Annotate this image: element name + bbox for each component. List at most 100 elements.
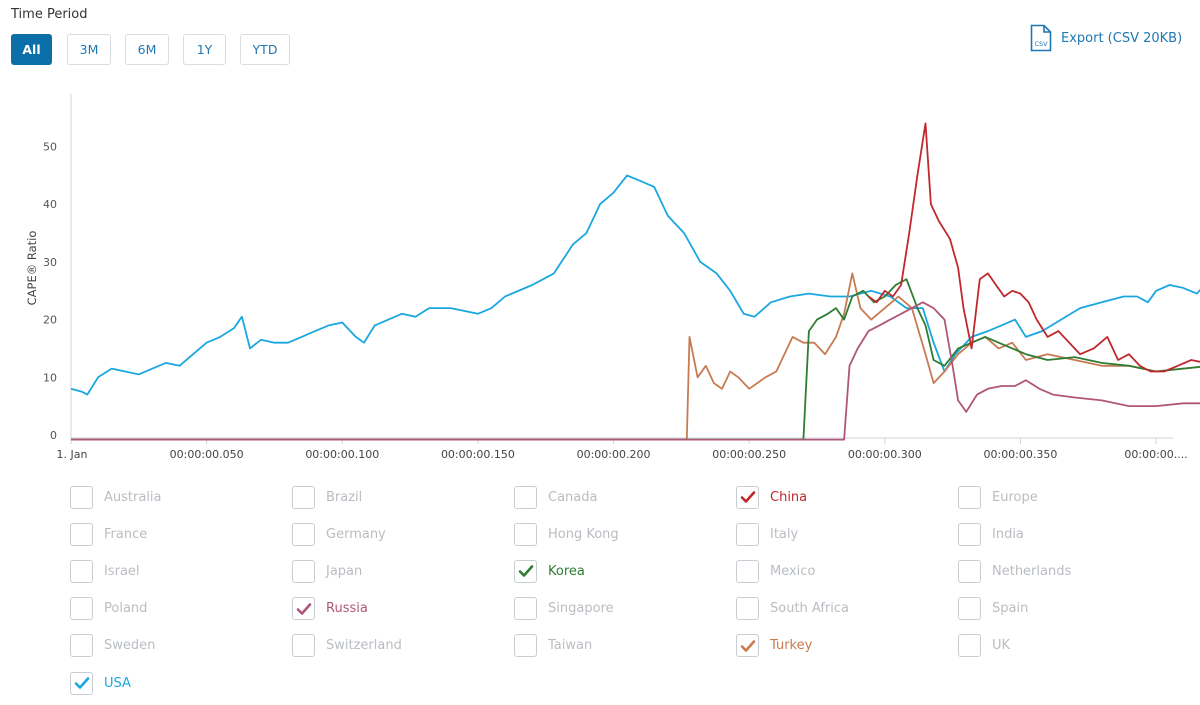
- country-label: Europe: [992, 489, 1038, 505]
- country-checkbox-singapore[interactable]: Singapore: [514, 597, 614, 621]
- country-label: Taiwan: [548, 638, 593, 654]
- checkbox[interactable]: [958, 597, 981, 621]
- country-checkbox-india[interactable]: India: [958, 522, 1024, 546]
- country-label: Singapore: [548, 601, 614, 617]
- checkbox[interactable]: [292, 597, 315, 621]
- checkbox[interactable]: [958, 634, 981, 658]
- country-checkbox-australia[interactable]: Australia: [70, 485, 162, 509]
- country-label: China: [770, 489, 808, 505]
- x-tick-label: 00:00:00....: [1124, 448, 1187, 461]
- y-tick-label: 20: [43, 314, 57, 327]
- country-checkbox-japan[interactable]: Japan: [292, 559, 362, 583]
- checkbox[interactable]: [736, 634, 759, 658]
- cape-ratio-chart: 0 10 20 30 40 50 CAPE® Ratio 1. Jan 00:00:00.050…: [25, 94, 1200, 461]
- checkbox[interactable]: [70, 634, 93, 658]
- country-checkbox-china[interactable]: China: [736, 485, 807, 509]
- export-label: Export (CSV 20KB): [1061, 30, 1183, 46]
- country-label: Korea: [548, 563, 585, 579]
- period-button-1y[interactable]: 1Y: [183, 34, 226, 65]
- checkbox[interactable]: [736, 597, 759, 621]
- country-checkbox-switzerland[interactable]: Switzerland: [292, 634, 402, 658]
- y-axis-title: CAPE® Ratio: [25, 231, 39, 306]
- checkbox[interactable]: [736, 522, 759, 546]
- country-label: USA: [104, 675, 131, 691]
- country-label: Sweden: [104, 638, 156, 654]
- country-checkbox-spain[interactable]: Spain: [958, 597, 1028, 621]
- checkbox[interactable]: [958, 559, 981, 583]
- checkbox[interactable]: [514, 485, 537, 509]
- period-button-all[interactable]: All: [11, 34, 52, 65]
- country-label: Italy: [770, 526, 799, 542]
- country-label: Canada: [548, 489, 598, 505]
- country-checkbox-russia[interactable]: Russia: [292, 597, 368, 621]
- checkbox[interactable]: [70, 522, 93, 546]
- checkbox[interactable]: [736, 485, 759, 509]
- country-checkbox-poland[interactable]: Poland: [70, 597, 147, 621]
- checkbox[interactable]: [70, 597, 93, 621]
- x-tick-label: 00:00:00.050: [170, 448, 244, 461]
- checkbox[interactable]: [70, 671, 93, 695]
- country-label: Australia: [104, 489, 162, 505]
- country-label: India: [992, 526, 1024, 542]
- checkmark-icon: [740, 639, 755, 652]
- checkbox[interactable]: [958, 485, 981, 509]
- csv-icon-text: CSV: [1034, 40, 1048, 48]
- checkbox[interactable]: [292, 559, 315, 583]
- country-checkbox-europe[interactable]: Europe: [958, 485, 1038, 509]
- country-label: Russia: [326, 601, 368, 617]
- checkbox[interactable]: [292, 634, 315, 658]
- country-checkbox-korea[interactable]: Korea: [514, 559, 585, 583]
- country-checkbox-germany[interactable]: Germany: [292, 522, 386, 546]
- country-checkbox-usa[interactable]: USA: [70, 671, 131, 695]
- country-label: South Africa: [770, 601, 849, 617]
- country-label: UK: [992, 638, 1011, 654]
- country-checkbox-france[interactable]: France: [70, 522, 147, 546]
- country-checkbox-hong-kong[interactable]: Hong Kong: [514, 522, 619, 546]
- checkbox[interactable]: [514, 559, 537, 583]
- country-checkbox-turkey[interactable]: Turkey: [736, 634, 812, 658]
- country-checkbox-canada[interactable]: Canada: [514, 485, 597, 509]
- x-tick-label: 1. Jan: [57, 448, 88, 461]
- country-label: France: [104, 526, 148, 542]
- checkbox[interactable]: [292, 485, 315, 509]
- checkbox[interactable]: [736, 559, 759, 583]
- series-line-korea: [71, 278, 1200, 441]
- checkbox[interactable]: [70, 485, 93, 509]
- country-checkbox-netherlands[interactable]: Netherlands: [958, 559, 1071, 583]
- x-tick-label: 00:00:00.150: [441, 448, 515, 461]
- country-checkbox-italy[interactable]: Italy: [736, 522, 798, 546]
- country-checkbox-uk[interactable]: UK: [958, 634, 1010, 658]
- period-button-ytd[interactable]: YTD: [240, 34, 290, 65]
- period-button-6m[interactable]: 6M: [125, 34, 169, 65]
- checkbox[interactable]: [514, 522, 537, 546]
- checkbox[interactable]: [958, 522, 981, 546]
- series-line-china: [867, 122, 1200, 373]
- checkbox[interactable]: [70, 559, 93, 583]
- country-checkbox-brazil[interactable]: Brazil: [292, 485, 362, 509]
- country-label: Mexico: [770, 563, 816, 579]
- x-tick-label: 00:00:00.350: [983, 448, 1057, 461]
- checkbox[interactable]: [292, 522, 315, 546]
- series-line-russia: [71, 301, 1200, 441]
- csv-file-icon: CSV: [1030, 24, 1052, 52]
- country-checkbox-sweden[interactable]: Sweden: [70, 634, 155, 658]
- checkbox[interactable]: [514, 634, 537, 658]
- time-period-label: Time Period: [11, 7, 88, 22]
- country-label: Germany: [326, 526, 386, 542]
- y-tick-label: 50: [43, 141, 57, 154]
- country-label: Netherlands: [992, 563, 1072, 579]
- country-checkbox-taiwan[interactable]: Taiwan: [514, 634, 592, 658]
- country-checkbox-mexico[interactable]: Mexico: [736, 559, 815, 583]
- country-label: Hong Kong: [548, 526, 619, 542]
- y-tick-label: 30: [43, 256, 57, 269]
- country-checkbox-south-africa[interactable]: South Africa: [736, 597, 849, 621]
- checkmark-icon: [740, 491, 755, 503]
- country-checkbox-israel[interactable]: Israel: [70, 559, 140, 583]
- checkbox[interactable]: [514, 597, 537, 621]
- country-label: Brazil: [326, 489, 363, 505]
- period-button-3m[interactable]: 3M: [67, 34, 111, 65]
- country-label: Japan: [326, 563, 363, 579]
- x-tick-label: 00:00:00.100: [305, 448, 379, 461]
- export-csv-button[interactable]: CSV Export (CSV 20KB): [1030, 24, 1182, 52]
- checkmark-icon: [518, 565, 533, 578]
